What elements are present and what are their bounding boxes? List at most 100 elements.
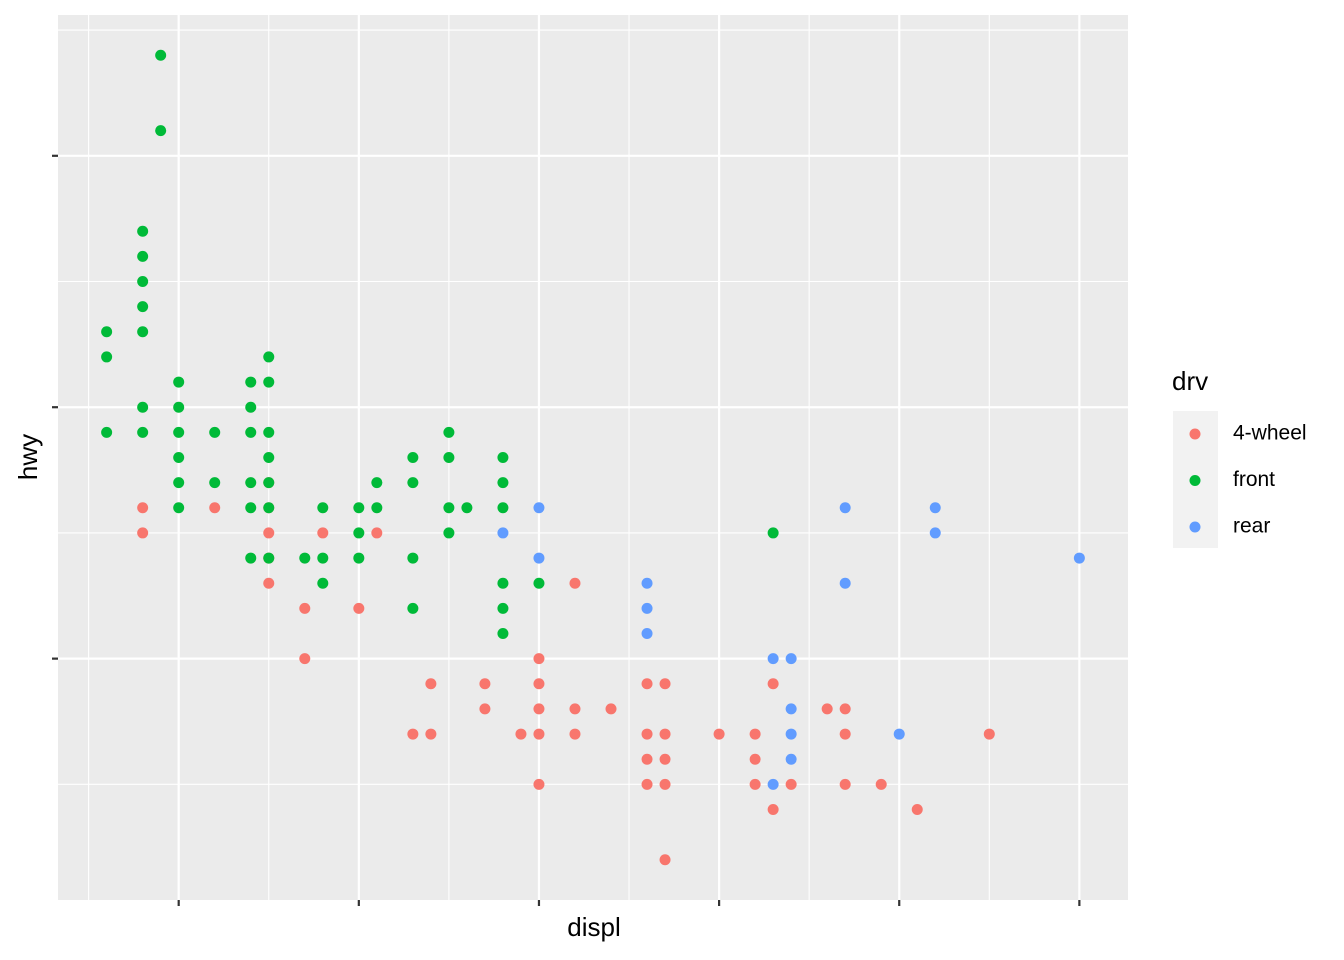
point: [155, 125, 167, 137]
point: [155, 49, 167, 61]
point: [749, 753, 761, 765]
point: [101, 326, 113, 338]
point: [317, 502, 329, 514]
point: [533, 728, 545, 740]
point: [497, 452, 509, 463]
point: [209, 502, 221, 514]
point: [785, 753, 797, 765]
point: [821, 703, 833, 715]
point: [263, 577, 275, 589]
point: [137, 225, 149, 237]
legend-label: rear: [1233, 515, 1270, 538]
point: [839, 728, 851, 740]
point: [299, 653, 311, 665]
point: [137, 426, 149, 438]
point: [641, 602, 653, 614]
x-axis-title: displ: [567, 912, 620, 942]
point: [641, 778, 653, 790]
legend-key: [1189, 521, 1201, 533]
point: [263, 502, 275, 514]
point: [659, 854, 671, 866]
point: [173, 452, 185, 463]
point: [1073, 552, 1085, 564]
point: [497, 527, 509, 539]
point: [641, 678, 653, 690]
point: [101, 351, 113, 363]
point: [929, 502, 941, 514]
point: [839, 502, 851, 514]
point: [533, 778, 545, 790]
point: [317, 527, 329, 539]
point: [767, 653, 779, 665]
point: [641, 627, 653, 639]
point: [839, 778, 851, 790]
point: [371, 502, 383, 514]
point: [569, 728, 581, 740]
point: [245, 477, 257, 489]
point: [299, 552, 311, 564]
point: [407, 452, 419, 463]
point: [137, 502, 149, 514]
point: [749, 728, 761, 740]
point: [641, 577, 653, 589]
point: [425, 728, 437, 740]
point: [569, 577, 581, 589]
point: [263, 351, 275, 363]
point: [263, 527, 275, 539]
point: [767, 678, 779, 690]
point: [173, 502, 185, 514]
point: [497, 502, 509, 514]
point: [461, 502, 473, 514]
point: [479, 703, 491, 715]
point: [245, 426, 257, 438]
point: [785, 728, 797, 740]
points: [101, 49, 1085, 866]
point: [245, 401, 257, 413]
point: [407, 552, 419, 564]
grid: [58, 15, 1128, 900]
legend-title: drv: [1172, 366, 1208, 396]
point: [713, 728, 725, 740]
point: [443, 452, 455, 463]
point: [407, 602, 419, 614]
point: [533, 502, 545, 514]
point: [767, 527, 779, 539]
point: [353, 552, 365, 564]
point: [173, 426, 185, 438]
point: [245, 552, 257, 564]
point: [263, 452, 275, 463]
point: [839, 703, 851, 715]
point: [425, 678, 437, 690]
point: [407, 728, 419, 740]
point: [911, 803, 923, 815]
point: [497, 577, 509, 589]
point: [767, 778, 779, 790]
point: [263, 376, 275, 388]
point: [875, 778, 887, 790]
point: [299, 602, 311, 614]
point: [263, 426, 275, 438]
legend-label: 4-wheel: [1233, 422, 1307, 445]
point: [929, 527, 941, 539]
point: [245, 502, 257, 514]
point: [785, 653, 797, 665]
point: [137, 326, 149, 338]
point: [641, 728, 653, 740]
point: [173, 376, 185, 388]
point: [443, 426, 455, 438]
point: [137, 276, 149, 288]
point: [533, 577, 545, 589]
point: [659, 678, 671, 690]
point: [371, 527, 383, 539]
point: [209, 426, 221, 438]
point: [137, 401, 149, 413]
point: [659, 753, 671, 765]
point: [407, 477, 419, 489]
legend: 4-wheel front rear: [1189, 422, 1307, 538]
point: [263, 552, 275, 564]
legend-key: [1189, 428, 1201, 440]
point: [641, 753, 653, 765]
point: [443, 527, 455, 539]
point: [371, 477, 383, 489]
